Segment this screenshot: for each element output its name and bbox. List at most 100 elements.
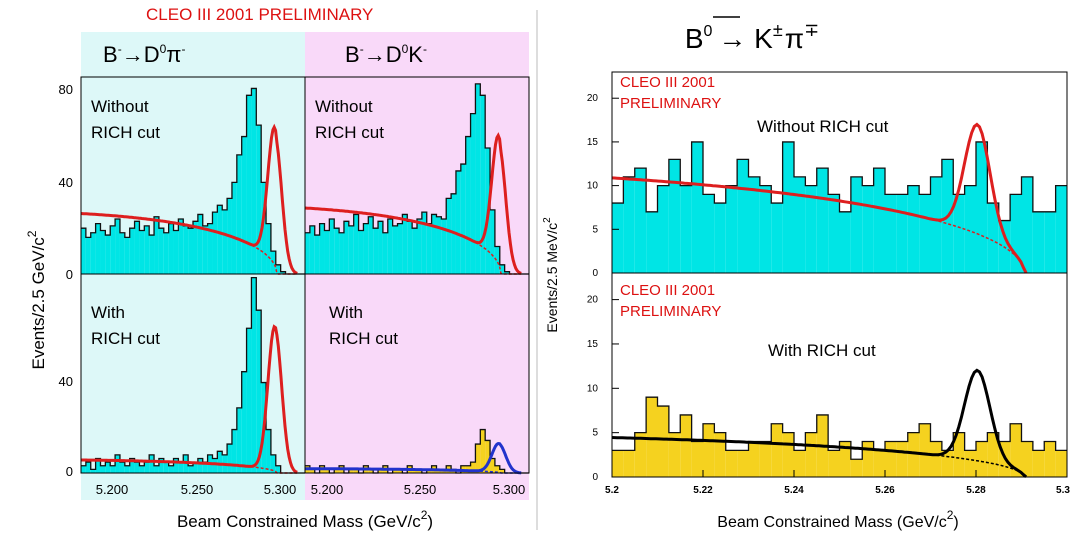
kpi-with-bar <box>896 441 908 477</box>
svg-text:B-→D0π-: B-→D0π- <box>103 42 185 67</box>
dk-without-bar <box>363 223 369 274</box>
kpi-with-bar <box>862 441 874 477</box>
kpi-without-bar <box>1010 194 1022 273</box>
dpi-with-bar <box>124 465 130 473</box>
dk-without-bar <box>455 170 461 274</box>
dk-with-bar <box>378 469 383 473</box>
col-title-dpi: B-→D0π- <box>103 42 185 67</box>
right-ylabel: Events/2.5 MeV/c2 <box>542 217 560 333</box>
left-header: CLEO III 2001 PRELIMINARY <box>146 5 373 24</box>
dpi-with-bar <box>154 465 159 473</box>
xtick-label: 5.26 <box>875 485 895 496</box>
right-figure: B0 → K±π∓ CLEO III 2001 PRELIMINARY Witho… <box>542 16 1070 531</box>
dpi-with-bar <box>217 451 223 473</box>
dpi-with-bar <box>231 429 237 473</box>
dpi-with-bar <box>188 465 193 473</box>
dpi-with-bar <box>266 429 271 473</box>
dk-without-bar <box>324 230 330 274</box>
kpi-with-bar <box>782 432 794 477</box>
kpi-with-bar <box>668 432 681 477</box>
dpi-with-bar <box>173 458 179 473</box>
dpi-with-bar <box>168 465 174 473</box>
dk-without-bar <box>402 214 408 274</box>
kpi-without-bar <box>725 185 738 273</box>
dk-without-bar <box>475 83 481 274</box>
dk-without-outline <box>305 83 529 275</box>
xtick-label: 5.28 <box>966 485 986 496</box>
kpi-without-bar <box>805 185 817 273</box>
dpi-with-bar <box>100 465 106 473</box>
dpi-with-bar <box>95 458 101 473</box>
kpi-without-bar <box>828 194 840 273</box>
panel-dpi-without <box>80 87 305 275</box>
dpi-without-bar <box>222 209 228 274</box>
dpi-with-bar <box>90 469 96 473</box>
kpi-with-bar <box>646 397 658 477</box>
kpi-with-bar <box>1010 423 1022 477</box>
dpi-with-bar <box>149 454 155 473</box>
dk-without-bar <box>373 228 379 274</box>
kpi-with-bar <box>850 459 863 477</box>
xtick-l-5250: 5.250 <box>181 482 214 497</box>
kpi-without-bar <box>1021 176 1033 273</box>
dk-without-bar <box>490 209 495 274</box>
dpi-with-bar <box>129 458 135 473</box>
dk-without-bar <box>305 232 310 274</box>
xtick-r-5200: 5.200 <box>311 482 344 497</box>
dk-without-bar <box>309 225 315 274</box>
svg-text:B-→D0K-: B-→D0K- <box>345 42 427 67</box>
kpi-without-bar <box>612 203 624 273</box>
dk-with-outline <box>305 428 529 474</box>
kpi-with-bar <box>725 450 738 477</box>
ytick-label-top: 20 <box>587 93 599 104</box>
dk-without-bar <box>397 223 403 274</box>
lower-with-label: With RICH cut <box>768 341 876 360</box>
kpi-without-bar <box>964 185 976 273</box>
dk-with-bar <box>309 469 315 473</box>
kpi-with-bar <box>748 441 760 477</box>
xtick-label: 5.22 <box>693 485 713 496</box>
ytick-label-top: 0 <box>592 268 598 279</box>
kpi-without-bar <box>771 203 783 273</box>
kpi-with-bar <box>623 450 635 477</box>
kpi-with-outline <box>612 396 1067 460</box>
dk-with-bar <box>353 469 359 473</box>
kpi-without-bar <box>816 168 829 273</box>
kpi-without-bar <box>987 203 999 273</box>
dpi-without-bar <box>110 225 116 274</box>
dk-with-bar <box>397 469 403 473</box>
dpi-without-bar <box>154 216 159 274</box>
dk-without-bar <box>334 228 340 274</box>
dpi-without-bar <box>81 228 86 274</box>
kpi-without-bar <box>896 194 908 273</box>
dk-without-bar <box>431 214 437 274</box>
dpi-with-bar <box>246 328 252 473</box>
dpi-without-bar <box>246 95 252 274</box>
dpi-with-bar <box>81 465 86 473</box>
kpi-without-bar <box>907 185 920 273</box>
dk-without-bar <box>417 219 422 274</box>
dpi-without-bar <box>193 221 198 274</box>
kpi-without-bar <box>794 176 806 273</box>
kpi-with-bar <box>805 432 817 477</box>
label-with-2: RICH cut <box>91 329 160 348</box>
dpi-without-bar <box>178 219 184 274</box>
ytick-label-top: 10 <box>587 181 599 192</box>
kpi-without-bar <box>703 194 715 273</box>
dpi-without-bar <box>90 232 96 274</box>
dk-with-bar <box>412 469 417 473</box>
kpi-with-bar <box>703 423 715 477</box>
ytick-label-bottom: 5 <box>592 428 598 439</box>
dpi-without-bar <box>129 228 135 274</box>
upper-without-label: Without RICH cut <box>757 117 889 136</box>
kpi-without-bar <box>1032 211 1045 273</box>
kpi-without-bar <box>634 168 647 273</box>
xtick-r-5250: 5.250 <box>404 482 437 497</box>
left-figure: CLEO III 2001 PRELIMINARY B-→D0π- B-→D0K… <box>25 5 530 531</box>
ytick-40-b: 40 <box>59 374 73 389</box>
ytick-label-top: 5 <box>592 224 598 235</box>
dk-without-bar <box>465 136 471 274</box>
dk-without-bar <box>314 235 320 274</box>
label-without-4: RICH cut <box>315 123 384 142</box>
